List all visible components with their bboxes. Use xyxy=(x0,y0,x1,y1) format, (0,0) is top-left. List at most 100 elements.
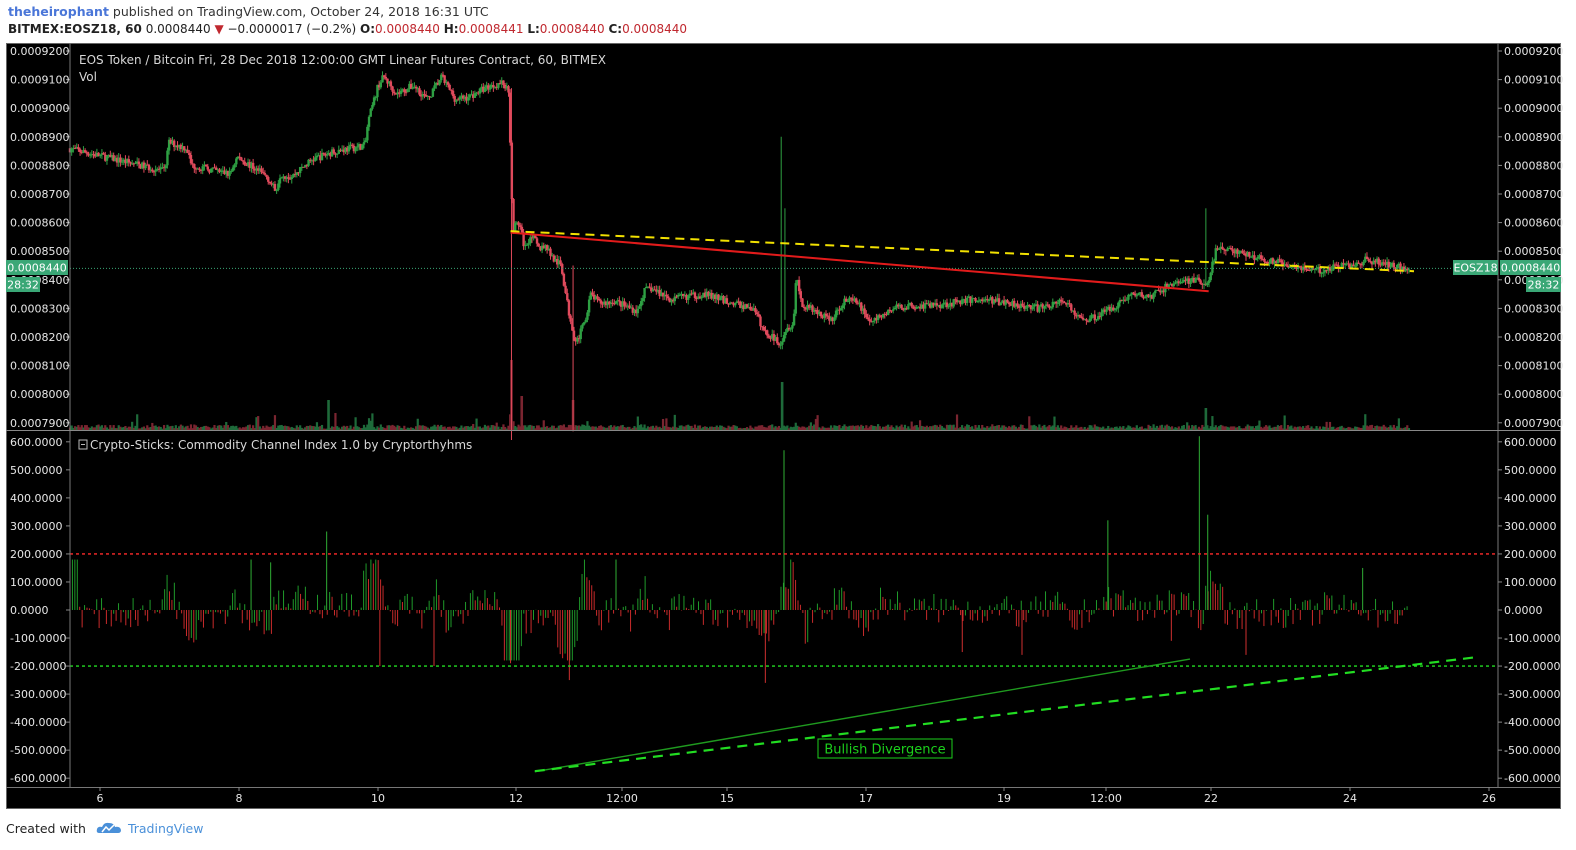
symbol-tag: EOSZ18 xyxy=(1453,260,1498,275)
candle-body xyxy=(1137,293,1140,296)
volume-bar xyxy=(1327,427,1330,430)
price-legend: EOS Token / Bitcoin Fri, 28 Dec 2018 12:… xyxy=(79,53,606,67)
volume-bar xyxy=(1401,428,1404,430)
red-resistance-trendline[interactable] xyxy=(510,231,1209,293)
candle-body xyxy=(1130,292,1133,295)
volume-bar xyxy=(346,425,349,430)
candle-body xyxy=(1179,281,1182,284)
divergence-solid-line[interactable] xyxy=(534,658,1191,773)
candle-body xyxy=(1054,301,1058,304)
candle-body xyxy=(512,198,515,232)
author-name[interactable]: theheirophant xyxy=(8,4,109,19)
volume-bar xyxy=(307,425,310,430)
volume-bar xyxy=(473,427,476,430)
volume-bar xyxy=(1315,426,1318,430)
candle-body xyxy=(166,150,169,166)
candle-body xyxy=(932,302,935,306)
candle-body xyxy=(619,301,623,307)
candle-body xyxy=(1197,277,1201,281)
volume-bar xyxy=(317,426,320,430)
candle-body xyxy=(1039,304,1043,307)
yellow-dashed-trendline[interactable] xyxy=(510,230,1415,273)
volume-bar xyxy=(1026,428,1029,430)
candle-body xyxy=(92,154,95,156)
volume-bar xyxy=(1024,428,1028,430)
volume-bar xyxy=(1076,427,1080,430)
candle-body xyxy=(922,304,925,309)
volume-bar xyxy=(582,424,586,430)
volume-bar xyxy=(114,428,117,430)
volume-bar xyxy=(280,424,283,430)
candle-body xyxy=(414,86,418,89)
candle-body xyxy=(571,321,574,331)
volume-bar xyxy=(448,426,451,430)
drawings[interactable] xyxy=(70,230,1498,773)
volume-bar xyxy=(366,424,369,430)
tradingview-link[interactable]: TradingView xyxy=(127,821,204,836)
candle-body xyxy=(949,302,952,306)
volume-bar xyxy=(497,426,500,430)
volume-bar xyxy=(418,425,421,430)
volume-bar xyxy=(1008,426,1011,430)
volume-bar xyxy=(918,420,922,430)
candle-body xyxy=(176,145,179,148)
candle-body xyxy=(779,344,782,346)
candle-body xyxy=(426,96,430,98)
volume-bar xyxy=(594,426,597,430)
divergence-dashed-line[interactable] xyxy=(534,655,1480,773)
candle-body xyxy=(1160,290,1164,293)
candle-body xyxy=(611,302,614,304)
candle-body xyxy=(1384,263,1387,265)
candle-body xyxy=(540,245,544,251)
candle-body xyxy=(435,82,438,86)
candle-body xyxy=(769,337,772,339)
candle-body xyxy=(115,157,119,163)
volume-legend[interactable]: Vol xyxy=(79,70,97,84)
candle-body xyxy=(915,306,918,309)
volume-bar xyxy=(611,427,614,430)
volume-bar xyxy=(1117,428,1120,430)
candle-body xyxy=(209,168,213,173)
candle-body xyxy=(1028,304,1031,306)
candle-body xyxy=(1219,246,1222,250)
volume-bar xyxy=(559,425,562,430)
candle-body xyxy=(969,296,972,303)
candle-body xyxy=(109,154,112,158)
volume-bar xyxy=(1224,426,1227,430)
candle-body xyxy=(1359,263,1362,265)
candle-body xyxy=(870,321,873,323)
candle-body xyxy=(1184,279,1187,282)
volume-bar xyxy=(367,418,371,430)
candle-body xyxy=(954,299,957,301)
candle-body xyxy=(850,297,853,299)
volume-bar xyxy=(791,427,794,430)
candle-body xyxy=(236,156,240,159)
candle-body xyxy=(1389,266,1392,268)
volume-bar xyxy=(487,425,490,430)
volume-bar xyxy=(786,425,789,430)
volume-bar xyxy=(1179,428,1182,430)
volume-bar xyxy=(460,425,463,430)
candle-body xyxy=(1090,315,1093,319)
candle-body xyxy=(297,172,300,174)
candle-body xyxy=(550,255,554,257)
volume-bar xyxy=(698,425,702,430)
cci-legend-eye-off-icon[interactable] xyxy=(78,439,88,450)
candle-body xyxy=(629,307,633,309)
candlestick-series[interactable] xyxy=(68,71,1411,440)
candle-body xyxy=(530,237,534,239)
candle-body xyxy=(278,178,282,184)
volume-bar xyxy=(878,426,881,430)
candle-body xyxy=(1207,280,1211,284)
volume-bar xyxy=(562,424,566,430)
volume-bar xyxy=(922,426,925,430)
volume-bar xyxy=(1394,427,1397,430)
volume-bar xyxy=(1070,425,1073,430)
cci-tick-left: -300.0000 xyxy=(10,688,66,701)
candle-body xyxy=(865,314,868,318)
volume-bar xyxy=(994,425,997,430)
candle-body xyxy=(206,166,209,170)
volume-bar xyxy=(267,426,270,430)
candle-body xyxy=(357,144,361,147)
